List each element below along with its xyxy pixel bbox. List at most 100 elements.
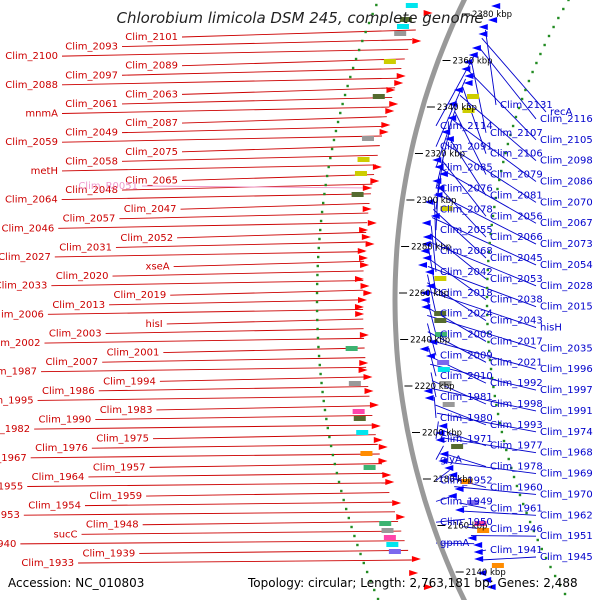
gene-label: Clim_2098: [540, 156, 593, 167]
reverse-gene-mark: [425, 353, 435, 359]
track-dot: [336, 120, 340, 124]
track-dot: [557, 16, 560, 20]
gene-label: Clim_1950: [440, 517, 493, 528]
forward-gene-mark: [389, 101, 399, 107]
forward-gene-mark: [363, 290, 373, 296]
gene-label: Clim_1995: [0, 395, 34, 406]
track-dot: [492, 385, 495, 389]
gene-label: Clim_1977: [490, 441, 543, 452]
label-connector: [121, 97, 393, 105]
forward-gene-mark: [364, 388, 374, 394]
gene-label: Clim_2035: [540, 343, 593, 354]
gene-color-block: [351, 192, 364, 197]
forward-gene-mark: [357, 248, 367, 254]
gene-label: Clim_1948: [86, 520, 139, 531]
gene-label: Clim_2068: [440, 246, 493, 257]
track-dot: [547, 34, 551, 38]
forward-gene-mark: [360, 283, 370, 289]
track-dot: [562, 7, 565, 11]
label-connector: [181, 174, 375, 181]
gene-color-block: [434, 332, 447, 337]
gene-label: xseA: [146, 262, 170, 273]
gene-label: Clim_1967: [0, 453, 27, 464]
track-dot: [502, 160, 505, 164]
gene-label: Clim_2063: [125, 89, 178, 100]
track-dot: [315, 282, 319, 286]
reverse-gene-mark: [461, 66, 471, 72]
track-dot: [487, 259, 490, 263]
track-dot: [532, 529, 536, 533]
label-connector: [41, 366, 367, 373]
track-dot: [327, 165, 330, 169]
gene-label: Clim_2059: [5, 137, 58, 148]
reverse-gene-mark: [424, 395, 434, 401]
forward-gene-mark: [371, 423, 381, 429]
gene-color-block: [363, 465, 376, 470]
gene-label: Clim_1959: [89, 491, 142, 502]
track-dot: [498, 178, 501, 182]
reverse-gene-mark: [419, 346, 429, 352]
forward-gene-mark: [386, 87, 396, 93]
label-connector: [439, 429, 487, 447]
gene-color-block: [462, 108, 475, 113]
track-dot: [543, 43, 546, 47]
reverse-gene-mark: [471, 45, 481, 51]
label-connector: [481, 37, 547, 113]
reverse-gene-mark: [438, 171, 448, 177]
gene-label: Clim_1991: [540, 406, 593, 417]
label-connector: [177, 231, 367, 239]
label-connector: [61, 48, 409, 57]
track-dot: [317, 255, 320, 259]
track-dot: [323, 192, 326, 196]
gene-color-block: [383, 59, 396, 64]
gene-label: Clim_2033: [0, 281, 47, 292]
gene-label: Clim_2013: [52, 300, 105, 311]
track-dot: [351, 66, 355, 70]
reverse-gene-mark: [439, 451, 449, 457]
reverse-gene-mark: [432, 178, 442, 184]
gene-label: Clim_1981: [440, 392, 493, 403]
label-connector: [428, 257, 487, 301]
track-dot: [485, 286, 489, 290]
gene-label: Clim_2114: [440, 121, 493, 132]
track-dot: [326, 426, 330, 430]
track-dot: [343, 93, 347, 97]
track-dot: [485, 313, 489, 317]
forward-gene-mark: [359, 227, 369, 233]
gene-label: Clim_2043: [490, 316, 543, 327]
gene-label: Clim_1951: [540, 531, 593, 542]
reverse-gene-mark: [488, 17, 498, 23]
label-connector: [435, 404, 487, 426]
accession-text: Accession: NC_010803: [8, 576, 144, 590]
track-dot: [563, 592, 567, 596]
label-connector: [81, 530, 402, 535]
gene-label: Clim_2061: [65, 99, 118, 110]
gene-color-block: [434, 318, 447, 323]
gene-label: Clim_1978: [490, 462, 543, 473]
kbp-tick-marks: 2380 kbp 2360 kbp 2340 kbp 2320 kbp 2300 kbp…: [399, 10, 512, 578]
reverse-gene-mark: [433, 192, 443, 198]
forward-gene-mark: [358, 255, 368, 261]
label-connector: [121, 68, 402, 76]
gene-label: Clim_1961: [490, 503, 543, 514]
forward-gene-mark: [378, 444, 388, 450]
gene-color-block: [434, 276, 447, 281]
label-connector: [142, 521, 399, 526]
track-dot: [493, 394, 497, 398]
track-dot: [315, 291, 319, 295]
gene-color-block: [394, 31, 407, 36]
reverse-gene-mark: [435, 430, 445, 436]
label-connector: [166, 318, 364, 325]
gene-label: Clim_1949: [440, 496, 493, 507]
reverse-gene-mark: [420, 297, 430, 303]
track-dot: [315, 300, 319, 304]
track-dot: [350, 525, 353, 529]
forward-gene-mark: [385, 108, 395, 114]
label-connector: [435, 518, 465, 523]
gene-label: Clim_1974: [540, 427, 593, 438]
track-dot: [342, 498, 345, 502]
gene-label: Clim_1939: [82, 548, 135, 559]
gene-label: Clim_2097: [65, 70, 118, 81]
track-dot: [324, 183, 327, 187]
